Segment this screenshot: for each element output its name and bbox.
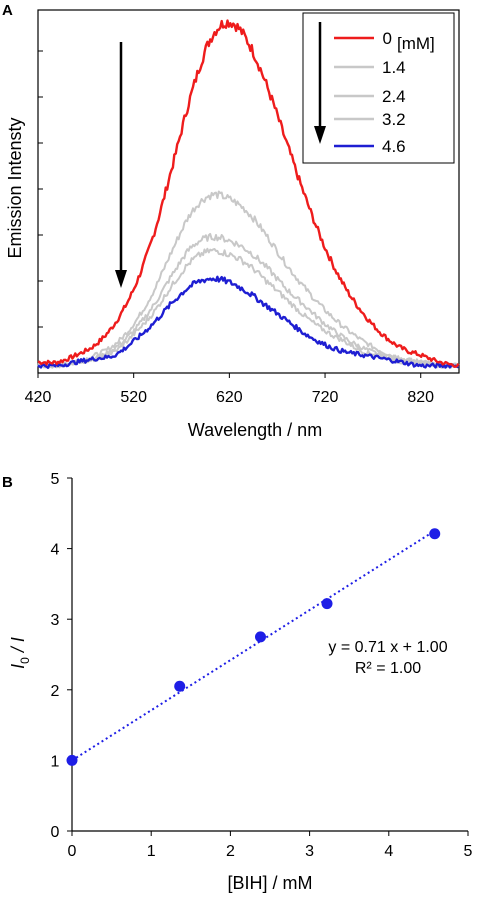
panel-a-x-tick-label: 720 bbox=[312, 389, 339, 406]
legend-header: [mM] bbox=[397, 34, 435, 53]
legend-label-3-2: 3.2 bbox=[382, 110, 406, 129]
panel-b-x-tick-label: 5 bbox=[464, 843, 473, 860]
panel-b-y-tick-label: 2 bbox=[51, 683, 60, 700]
panel-b-x-tick-label: 4 bbox=[384, 843, 393, 860]
data-point bbox=[66, 754, 78, 766]
panel-b-x-tick-label: 0 bbox=[68, 843, 77, 860]
panel-a-x-tick-label: 620 bbox=[216, 389, 243, 406]
panel-a-x-tick-label: 820 bbox=[407, 389, 434, 406]
panel-a-letter: A bbox=[2, 2, 13, 19]
data-point bbox=[429, 528, 441, 540]
series-line-1-4 bbox=[37, 190, 460, 369]
panel-a-x-tick-label: 420 bbox=[25, 389, 52, 406]
series-line-2-4 bbox=[37, 232, 459, 369]
panel-b-x-axis-title: [BIH] / mM bbox=[228, 873, 313, 893]
y-title-sub: 0 bbox=[18, 657, 32, 664]
panel-b-y-tick-label: 5 bbox=[51, 471, 60, 488]
y-title-main: I bbox=[8, 664, 28, 669]
legend-label-2-4: 2.4 bbox=[382, 87, 406, 106]
data-point bbox=[321, 598, 333, 610]
panel-b-x-tick-label: 3 bbox=[305, 843, 314, 860]
panel-b-x-ticks: 0 1 2 3 4 5 bbox=[68, 831, 473, 860]
r-squared-label: R² = 1.00 bbox=[355, 660, 421, 677]
panel-a-y-ticks bbox=[38, 50, 43, 328]
panel-a-series-lines bbox=[37, 19, 460, 369]
panel-b-y-tick-label: 4 bbox=[51, 542, 60, 559]
series-line-4-6 bbox=[37, 275, 459, 369]
panel-a-legend: [mM] 0 1.4 2.4 3.2 4.6 bbox=[302, 12, 455, 164]
panel-b-letter: B bbox=[2, 474, 13, 491]
series-line-0 bbox=[37, 19, 460, 368]
y-title-tail: / I bbox=[8, 637, 28, 657]
panel-b-y-tick-label: 3 bbox=[51, 612, 60, 629]
panel-a-plot-frame bbox=[37, 9, 460, 374]
legend-arrow bbox=[314, 22, 326, 144]
panel-a-emission-chart: 420 520 620 720 820 Wavelength / nm Emission… bbox=[5, 9, 460, 440]
legend-label-4-6: 4.6 bbox=[382, 137, 406, 156]
legend-box bbox=[302, 12, 455, 164]
panel-b-y-tick-label: 0 bbox=[51, 824, 60, 841]
panel-a-y-axis-title: Emission Intensty bbox=[5, 117, 25, 258]
panel-b-scatter-chart: 0 1 2 3 4 5 0 1 2 3 4 5 y = 0.71 x + 1.00 R² = 1.0… bbox=[8, 471, 473, 893]
data-point bbox=[254, 631, 266, 643]
trendline-equation: y = 0.71 x + 1.00 bbox=[328, 639, 447, 656]
trendline bbox=[71, 529, 436, 762]
panel-a-x-ticks: 420 520 620 720 820 bbox=[25, 373, 434, 406]
data-point bbox=[174, 680, 186, 692]
panel-b-data-points bbox=[66, 528, 441, 766]
panel-a-trend-arrow bbox=[115, 42, 127, 288]
panel-b-y-tick-label: 1 bbox=[51, 753, 60, 770]
legend-label-1-4: 1.4 bbox=[382, 58, 406, 77]
panel-b-y-ticks: 0 1 2 3 4 5 bbox=[51, 471, 72, 841]
panel-b-x-tick-label: 1 bbox=[147, 843, 156, 860]
panel-b-x-tick-label: 2 bbox=[226, 843, 235, 860]
panel-a-x-tick-label: 520 bbox=[120, 389, 147, 406]
panel-a-x-axis-title: Wavelength / nm bbox=[188, 420, 322, 440]
panel-b-y-axis-title: I0 / I bbox=[8, 637, 32, 669]
legend-label-0: 0 bbox=[383, 29, 392, 48]
